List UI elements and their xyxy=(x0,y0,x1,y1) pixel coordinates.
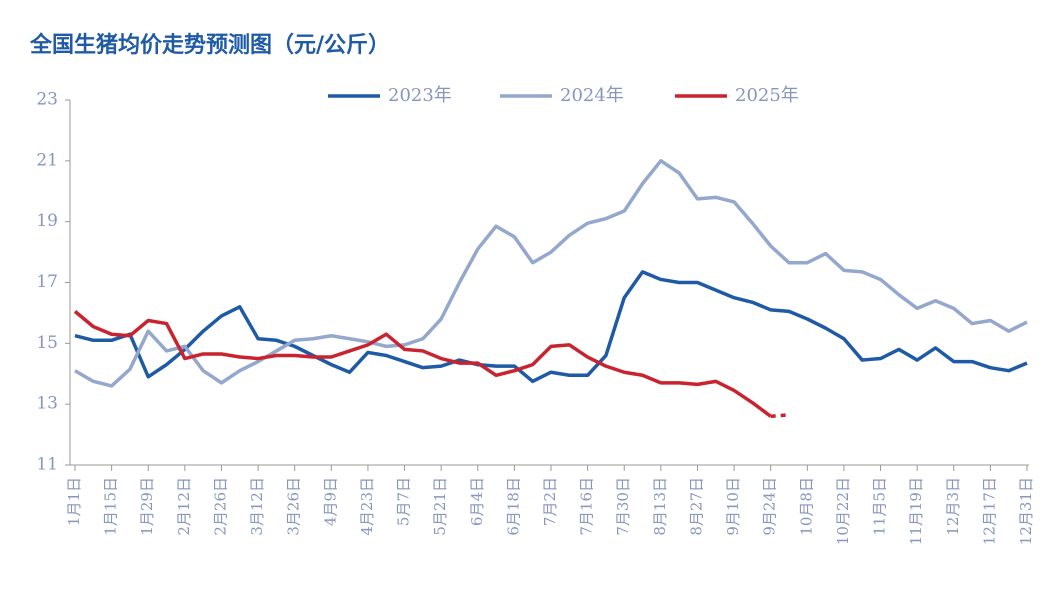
x-tick-label: 7月30日 xyxy=(614,477,632,536)
legend-label: 2024年 xyxy=(560,85,624,106)
x-tick-label: 12月3日 xyxy=(944,477,962,536)
x-tick-label: 8月27日 xyxy=(687,477,705,536)
x-tick-label: 4月23日 xyxy=(358,477,376,536)
x-tick-label: 1月1日 xyxy=(65,477,83,526)
x-tick-label: 7月16日 xyxy=(578,477,596,536)
x-tick-label: 2月26日 xyxy=(211,477,229,536)
y-tick-label: 11 xyxy=(36,455,58,475)
x-tick-label: 12月31日 xyxy=(1017,477,1035,545)
x-tick-label: 10月22日 xyxy=(834,477,852,545)
line-1 xyxy=(74,159,1028,388)
line-2 xyxy=(770,413,790,419)
x-tick-label: 1月15日 xyxy=(102,477,120,536)
x-tick-label: 9月24日 xyxy=(761,477,779,536)
x-tick-label: 11月5日 xyxy=(871,477,889,536)
y-tick-label: 21 xyxy=(36,150,58,170)
x-tick-label: 5月7日 xyxy=(395,477,413,526)
x-tick-label: 6月4日 xyxy=(468,477,486,526)
x-tick-label: 12月17日 xyxy=(980,477,998,545)
x-tick-label: 10月8日 xyxy=(797,477,815,536)
legend-label: 2023年 xyxy=(388,85,452,106)
y-tick-label: 23 xyxy=(36,90,58,110)
x-tick-label: 8月13日 xyxy=(651,477,669,536)
x-tick-label: 11月19日 xyxy=(907,477,925,545)
x-tick-label: 5月21日 xyxy=(431,477,449,536)
y-tick-label: 19 xyxy=(36,211,58,231)
chart-title: 全国生猪均价走势预测图（元/公斤） xyxy=(29,32,390,58)
legend-label: 2025年 xyxy=(735,85,799,106)
x-tick-label: 2月12日 xyxy=(175,477,193,536)
y-tick-label: 13 xyxy=(36,394,58,414)
y-tick-label: 17 xyxy=(36,272,58,292)
x-tick-label: 6月18日 xyxy=(504,477,522,536)
y-tick-label: 15 xyxy=(36,333,58,353)
x-tick-label: 3月26日 xyxy=(285,477,303,536)
line-2 xyxy=(73,310,772,418)
x-tick-label: 4月9日 xyxy=(321,477,339,526)
x-tick-label: 1月29日 xyxy=(138,477,156,536)
x-tick-label: 7月2日 xyxy=(541,477,559,526)
line-0 xyxy=(74,270,1028,384)
x-tick-label: 9月10日 xyxy=(724,477,742,536)
x-tick-label: 3月12日 xyxy=(248,477,266,536)
